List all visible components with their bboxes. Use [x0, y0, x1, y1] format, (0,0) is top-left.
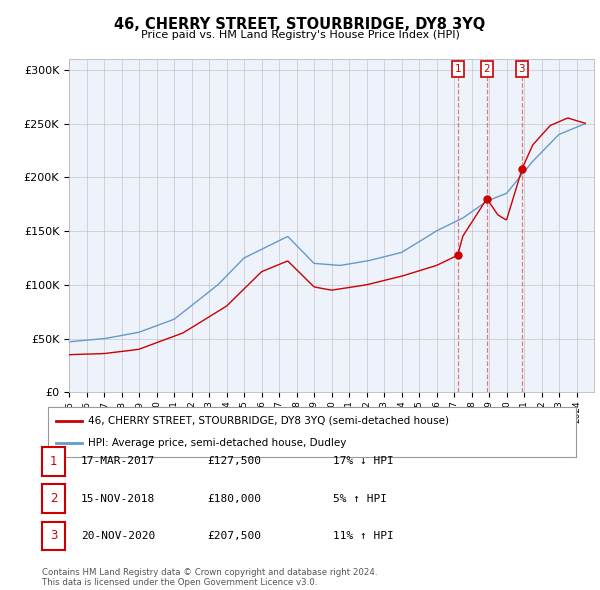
Text: 1: 1 [454, 64, 461, 74]
Text: £207,500: £207,500 [207, 531, 261, 540]
Text: £127,500: £127,500 [207, 457, 261, 466]
Text: 1: 1 [50, 455, 57, 468]
Text: 11% ↑ HPI: 11% ↑ HPI [333, 531, 394, 540]
Text: 15-NOV-2018: 15-NOV-2018 [81, 494, 155, 503]
Text: 46, CHERRY STREET, STOURBRIDGE, DY8 3YQ (semi-detached house): 46, CHERRY STREET, STOURBRIDGE, DY8 3YQ … [88, 415, 449, 425]
Text: 3: 3 [518, 64, 525, 74]
Text: 2: 2 [484, 64, 490, 74]
Text: 17-MAR-2017: 17-MAR-2017 [81, 457, 155, 466]
Text: 20-NOV-2020: 20-NOV-2020 [81, 531, 155, 540]
Text: Price paid vs. HM Land Registry's House Price Index (HPI): Price paid vs. HM Land Registry's House … [140, 30, 460, 40]
Text: 3: 3 [50, 529, 57, 542]
Text: HPI: Average price, semi-detached house, Dudley: HPI: Average price, semi-detached house,… [88, 438, 346, 448]
Text: Contains HM Land Registry data © Crown copyright and database right 2024.
This d: Contains HM Land Registry data © Crown c… [42, 568, 377, 587]
Text: 46, CHERRY STREET, STOURBRIDGE, DY8 3YQ: 46, CHERRY STREET, STOURBRIDGE, DY8 3YQ [115, 17, 485, 31]
Text: 5% ↑ HPI: 5% ↑ HPI [333, 494, 387, 503]
Text: £180,000: £180,000 [207, 494, 261, 503]
Text: 2: 2 [50, 492, 57, 505]
Text: 17% ↓ HPI: 17% ↓ HPI [333, 457, 394, 466]
